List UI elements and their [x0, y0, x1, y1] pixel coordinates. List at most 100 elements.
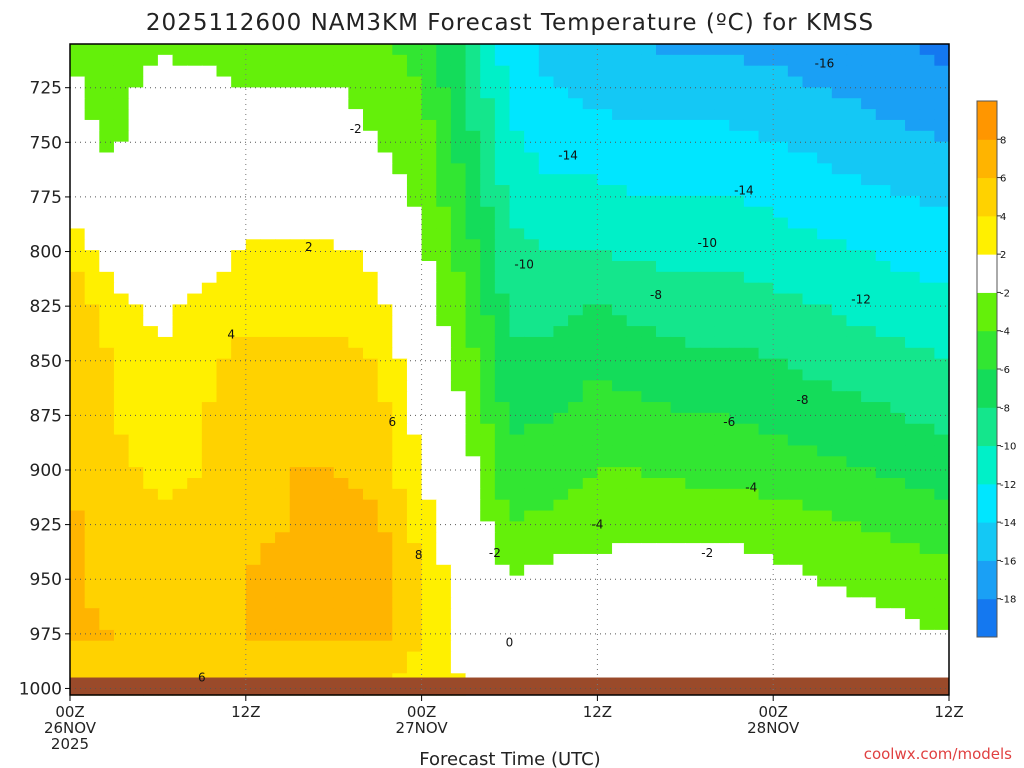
heatmap-cell	[157, 640, 174, 653]
heatmap-cell	[143, 185, 159, 197]
heatmap-cell	[187, 564, 203, 577]
heatmap-cell	[319, 271, 335, 284]
heatmap-cell	[187, 586, 203, 598]
heatmap-cell	[509, 456, 525, 468]
heatmap-cell	[304, 391, 320, 403]
heatmap-cell	[99, 608, 115, 620]
heatmap-cell	[509, 65, 525, 78]
heatmap-cell	[450, 76, 467, 88]
heatmap-cell	[363, 510, 379, 522]
heatmap-cell	[172, 564, 188, 577]
heatmap-cell	[348, 434, 364, 447]
heatmap-cell	[231, 575, 247, 588]
heatmap-cell	[919, 575, 935, 588]
heatmap-cell	[319, 119, 335, 132]
heatmap-cell	[84, 174, 100, 186]
heatmap-cell	[70, 87, 86, 99]
heatmap-cell	[275, 65, 291, 78]
heatmap-cell	[743, 412, 760, 425]
heatmap-cell	[421, 98, 437, 110]
heatmap-cell	[231, 54, 247, 67]
heatmap-cell	[260, 271, 276, 284]
heatmap-cell	[231, 87, 247, 99]
heatmap-cell	[582, 206, 598, 219]
heatmap-cell	[450, 130, 467, 143]
heatmap-cell	[113, 174, 130, 186]
heatmap-cell	[392, 532, 408, 544]
heatmap-cell	[553, 44, 569, 56]
heatmap-cell	[714, 532, 730, 544]
heatmap-cell	[773, 250, 789, 262]
heatmap-cell	[875, 434, 891, 447]
heatmap-cell	[919, 445, 935, 457]
heatmap-cell	[685, 65, 701, 78]
heatmap-cell	[275, 185, 291, 197]
heatmap-cell	[436, 412, 452, 425]
heatmap-cell	[582, 597, 598, 609]
heatmap-cell	[333, 456, 349, 468]
heatmap-cell	[70, 651, 86, 664]
heatmap-cell	[260, 456, 276, 468]
heatmap-cell	[128, 651, 144, 664]
heatmap-cell	[787, 293, 804, 305]
heatmap-cell	[406, 141, 423, 154]
heatmap-cell	[333, 532, 349, 544]
heatmap-cell	[729, 109, 745, 121]
heatmap-cell	[890, 380, 906, 392]
heatmap-cell	[714, 640, 730, 653]
heatmap-cell	[538, 195, 555, 208]
heatmap-cell	[656, 98, 672, 110]
heatmap-cell	[231, 228, 247, 240]
heatmap-cell	[656, 445, 672, 457]
heatmap-cell	[568, 445, 584, 457]
heatmap-cell	[494, 456, 511, 468]
heatmap-cell	[524, 336, 540, 349]
heatmap-cell	[231, 532, 247, 544]
heatmap-cell	[70, 239, 86, 251]
heatmap-cell	[436, 304, 452, 316]
heatmap-cell	[831, 369, 848, 381]
heatmap-cell	[128, 662, 144, 674]
heatmap-cell	[656, 434, 672, 447]
heatmap-cell	[861, 109, 877, 121]
heatmap-cell	[216, 467, 232, 479]
heatmap-cell	[99, 206, 115, 219]
heatmap-cell	[450, 651, 467, 664]
heatmap-cell	[348, 141, 364, 154]
heatmap-cell	[626, 532, 642, 544]
heatmap-cell	[934, 228, 950, 240]
heatmap-cell	[70, 304, 86, 316]
heatmap-cell	[275, 510, 291, 522]
heatmap-cell	[626, 478, 642, 490]
heatmap-cell	[84, 44, 100, 56]
heatmap-cell	[890, 434, 906, 447]
heatmap-cell	[568, 65, 584, 78]
heatmap-cell	[245, 434, 262, 447]
heatmap-cell	[494, 369, 511, 381]
heatmap-cell	[773, 467, 789, 479]
heatmap-cell	[612, 293, 628, 305]
heatmap-cell	[377, 586, 393, 598]
heatmap-cell	[934, 629, 950, 642]
heatmap-cell	[363, 586, 379, 598]
heatmap-cell	[216, 98, 232, 110]
heatmap-cell	[363, 152, 379, 164]
heatmap-cell	[319, 261, 335, 273]
heatmap-cell	[494, 163, 511, 175]
heatmap-cell	[406, 195, 423, 208]
heatmap-cell	[465, 65, 481, 78]
heatmap-cell	[289, 467, 305, 479]
heatmap-cell	[670, 499, 686, 512]
heatmap-cell	[685, 380, 701, 392]
heatmap-cell	[319, 521, 335, 533]
heatmap-cell	[568, 478, 584, 490]
heatmap-cell	[275, 412, 291, 425]
heatmap-cell	[905, 239, 921, 251]
heatmap-cell	[861, 44, 877, 56]
heatmap-cell	[201, 564, 218, 577]
heatmap-cell	[714, 206, 730, 219]
heatmap-cell	[597, 326, 613, 338]
heatmap-cell	[231, 369, 247, 381]
heatmap-cell	[128, 98, 144, 110]
heatmap-cell	[216, 553, 232, 566]
